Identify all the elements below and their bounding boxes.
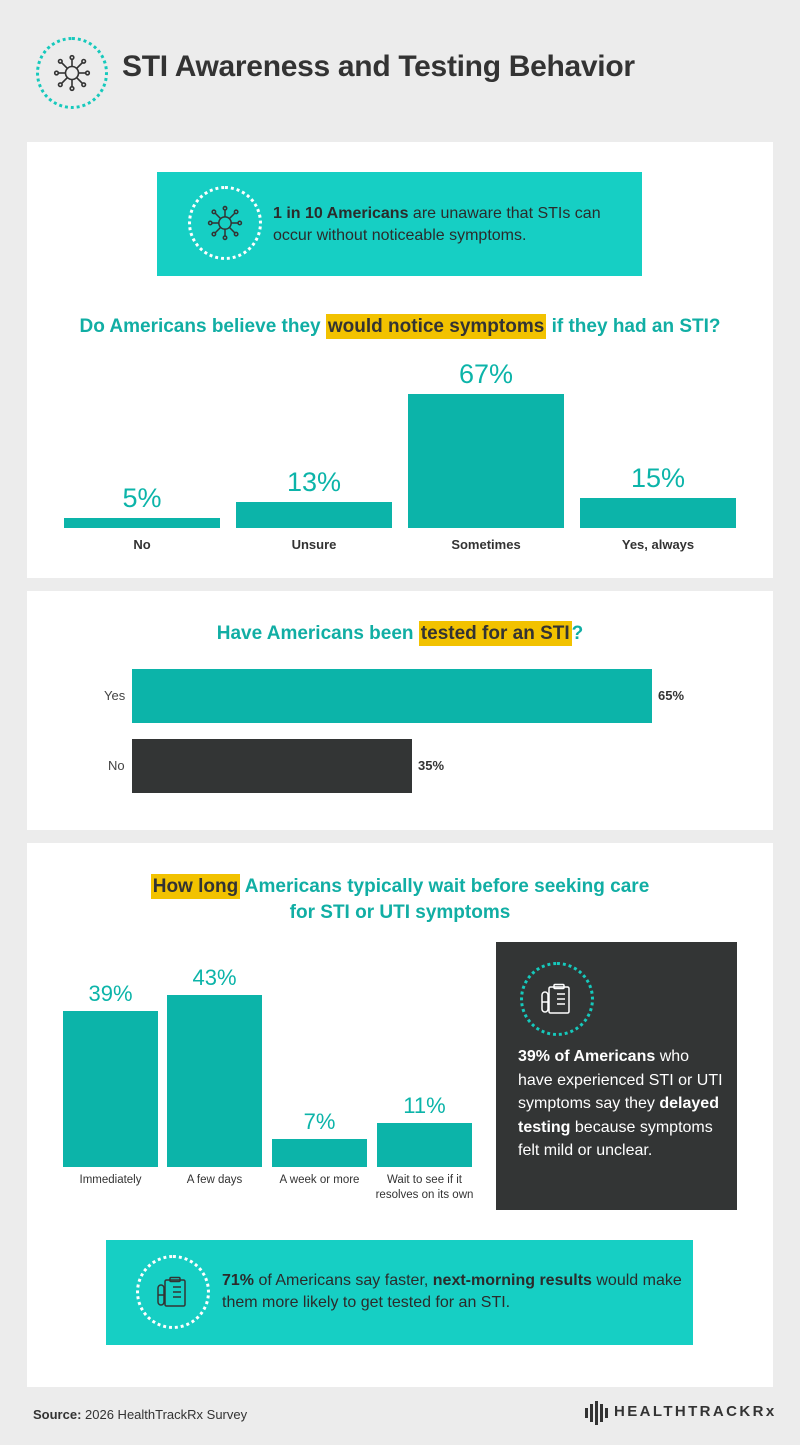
healthtrackrx-logo-icon xyxy=(585,1401,608,1425)
question-tested: Have Americans been tested for an STI? xyxy=(27,621,773,647)
hbar-no xyxy=(132,739,412,793)
virus-icon xyxy=(207,205,243,241)
virus-icon xyxy=(53,54,91,92)
bar-yes-always xyxy=(580,498,736,528)
hbar-value-label: 35% xyxy=(418,758,445,773)
bar-category-label: Sometimes xyxy=(451,537,521,552)
bar-category-label: No xyxy=(133,537,151,552)
callout-faster-results-text: 71% of Americans say faster, next-mornin… xyxy=(222,1270,682,1314)
wait-bar-category-label: A week or more xyxy=(279,1174,360,1186)
source-note: Source: 2026 HealthTrackRx Survey xyxy=(33,1407,247,1422)
q3-post: Americans typically wait before seeking … xyxy=(240,876,650,897)
dark-callout-bold-1: 39% of Americans xyxy=(518,1048,656,1065)
bar-no xyxy=(64,518,220,528)
source-label: Source: xyxy=(33,1407,82,1422)
bar-value-label: 15% xyxy=(630,463,686,493)
callout-unaware-text: 1 in 10 Americans are unaware that STIs … xyxy=(273,203,623,247)
question-wait: How long Americans typically wait before… xyxy=(27,874,773,926)
test-tube-clipboard-icon xyxy=(541,983,570,1014)
dark-callout-body-1: who have experienced STI or UTI symptoms… xyxy=(518,1048,723,1112)
q1-post: if they had an STI? xyxy=(546,316,721,337)
healthtrackrx-logo: HEALTHTRACKRx xyxy=(614,1403,777,1420)
bar-category-label: Unsure xyxy=(291,537,337,552)
callout2-body-1: of Americans say faster, xyxy=(254,1272,433,1289)
callout-unaware-body: are unaware that STIs can occur without … xyxy=(273,205,601,244)
q1-pre: Do Americans believe they xyxy=(79,316,326,337)
question-notice-symptoms: Do Americans believe they would notice s… xyxy=(27,314,773,340)
q1-highlight: would notice symptoms xyxy=(325,314,547,339)
bar-value-label: 13% xyxy=(286,467,342,497)
test-tube-clipboard-icon xyxy=(157,1276,186,1307)
callout2-bold-1: 71% xyxy=(222,1272,255,1289)
wait-bar xyxy=(377,1123,472,1167)
bar-value-label: 5% xyxy=(122,483,162,513)
q3-highlight: How long xyxy=(150,874,241,899)
bar-value-label: 67% xyxy=(458,359,514,389)
q2-post: ? xyxy=(571,623,584,644)
wait-bar-value-label: 43% xyxy=(192,965,237,990)
wait-bar xyxy=(272,1139,367,1167)
dark-callout-bold-2: delayed testing xyxy=(518,1095,719,1136)
callout-delayed-testing-text: 39% of Americans who have experienced ST… xyxy=(518,1045,724,1163)
wait-bar-category-label: Immediately xyxy=(79,1174,142,1186)
wait-bar xyxy=(167,995,262,1167)
dark-callout-body-2: because symptoms felt mild or unclear. xyxy=(518,1118,713,1160)
q2-pre: Have Americans been xyxy=(216,623,419,644)
wait-bar-value-label: 39% xyxy=(88,981,133,1006)
bar-sometimes xyxy=(408,394,564,528)
dark-callout-icon-ring xyxy=(520,962,594,1036)
hbar-value-label: 65% xyxy=(658,688,685,703)
wait-bar xyxy=(63,1011,158,1167)
wait-bar-category-label: Wait to see if it resolves on its own xyxy=(375,1174,474,1201)
wait-bar-value-label: 7% xyxy=(303,1109,336,1134)
hbar-category-label: Yes xyxy=(104,688,126,703)
bar-category-label: Yes, always xyxy=(621,537,695,552)
page-title: STI Awareness and Testing Behavior xyxy=(122,50,635,83)
hbar-category-label: No xyxy=(108,758,125,773)
q3-line2: for STI or UTI symptoms xyxy=(289,902,511,923)
wait-bar-category-label: A few days xyxy=(186,1174,243,1186)
header-icon-ring xyxy=(36,37,108,109)
q2-highlight: tested for an STI xyxy=(418,621,572,646)
source-text: 2026 HealthTrackRx Survey xyxy=(81,1407,248,1422)
callout-icon-ring xyxy=(188,186,262,260)
callout2-bold-2: next-morning results xyxy=(432,1272,592,1289)
hbar-yes xyxy=(132,669,652,723)
callout2-body-2: would make them more likely to get teste… xyxy=(222,1272,682,1311)
callout2-icon-ring xyxy=(136,1255,210,1329)
bar-unsure xyxy=(236,502,392,528)
wait-bar-value-label: 11% xyxy=(403,1093,446,1118)
callout-unaware-bold: 1 in 10 Americans xyxy=(273,205,409,222)
